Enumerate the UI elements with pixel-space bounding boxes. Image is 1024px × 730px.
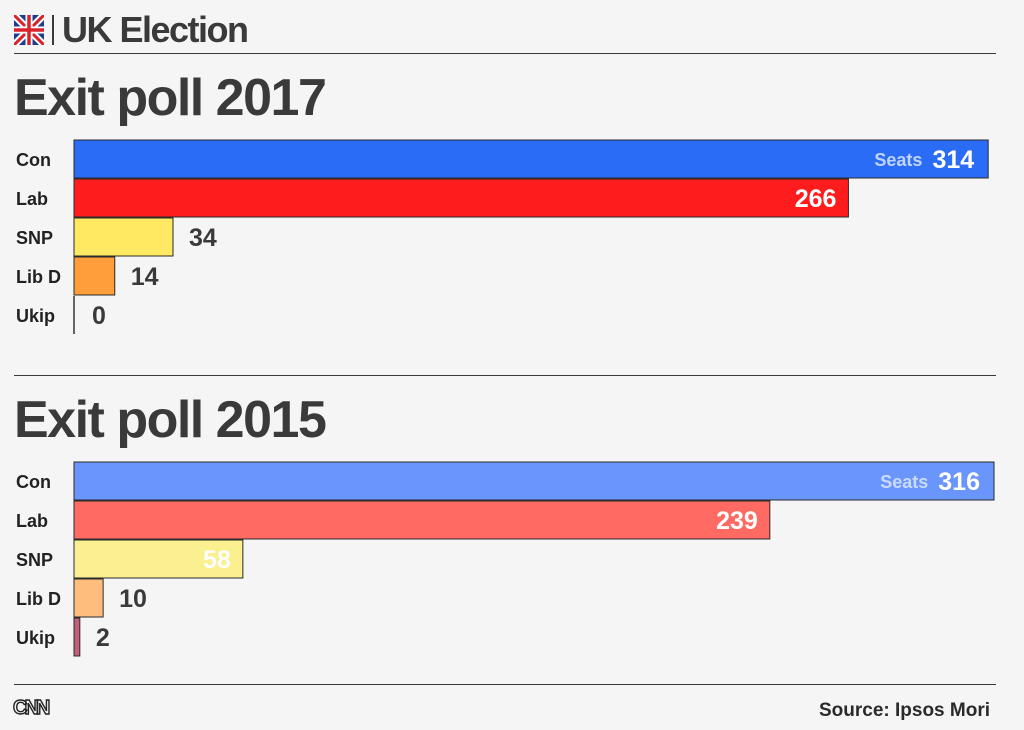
data-label: 14 <box>131 263 159 291</box>
data-label: 266 <box>795 185 837 213</box>
bar-chart-2015: Con 316 Seats Lab 239 SNP 58 Lib D 10 Ukip 2 <box>16 461 995 657</box>
union-jack-icon <box>14 15 44 45</box>
category-label: Lib D <box>16 589 61 609</box>
svg-text:CNN: CNN <box>13 697 50 718</box>
category-label: Ukip <box>16 628 55 648</box>
header-separator <box>52 15 54 45</box>
category-label: Ukip <box>16 306 55 326</box>
data-label: 239 <box>716 507 758 535</box>
category-label: SNP <box>16 228 53 248</box>
data-label: 314 <box>932 146 974 174</box>
bar <box>73 539 244 579</box>
section-rule <box>14 375 996 376</box>
data-label: 2 <box>96 624 110 652</box>
bar-chart-2017: Con 314 Seats Lab 266 SNP 34 Lib D 14 Ukip 0 <box>16 139 989 334</box>
data-label: 316 <box>938 468 980 496</box>
page-title: UK Election <box>62 9 249 50</box>
category-label: Lib D <box>16 267 61 287</box>
category-label: Lab <box>16 511 48 531</box>
seats-label: Seats <box>880 472 928 492</box>
data-label: 10 <box>119 585 147 613</box>
data-label: 58 <box>203 546 231 574</box>
cnn-logo: CNN <box>12 696 53 718</box>
category-label: Lab <box>16 189 48 209</box>
bar <box>73 217 174 257</box>
header: UK Election <box>14 9 249 50</box>
bar <box>73 178 849 218</box>
data-label: 34 <box>189 224 217 252</box>
bar <box>73 461 995 501</box>
bar <box>73 256 116 296</box>
footer-rule <box>14 684 996 685</box>
seats-label: Seats <box>874 150 922 170</box>
category-label: Con <box>16 472 51 492</box>
category-label: Con <box>16 150 51 170</box>
chart-title-2015: Exit poll 2015 <box>14 391 327 449</box>
header-rule <box>14 53 996 54</box>
category-label: SNP <box>16 550 53 570</box>
source-note: Source: Ipsos Mori <box>818 700 990 721</box>
bar <box>73 500 771 540</box>
bar <box>73 139 989 179</box>
chart-title-2017: Exit poll 2017 <box>14 69 327 127</box>
bar <box>73 578 104 618</box>
data-label: 0 <box>92 302 106 330</box>
bar <box>73 617 81 657</box>
